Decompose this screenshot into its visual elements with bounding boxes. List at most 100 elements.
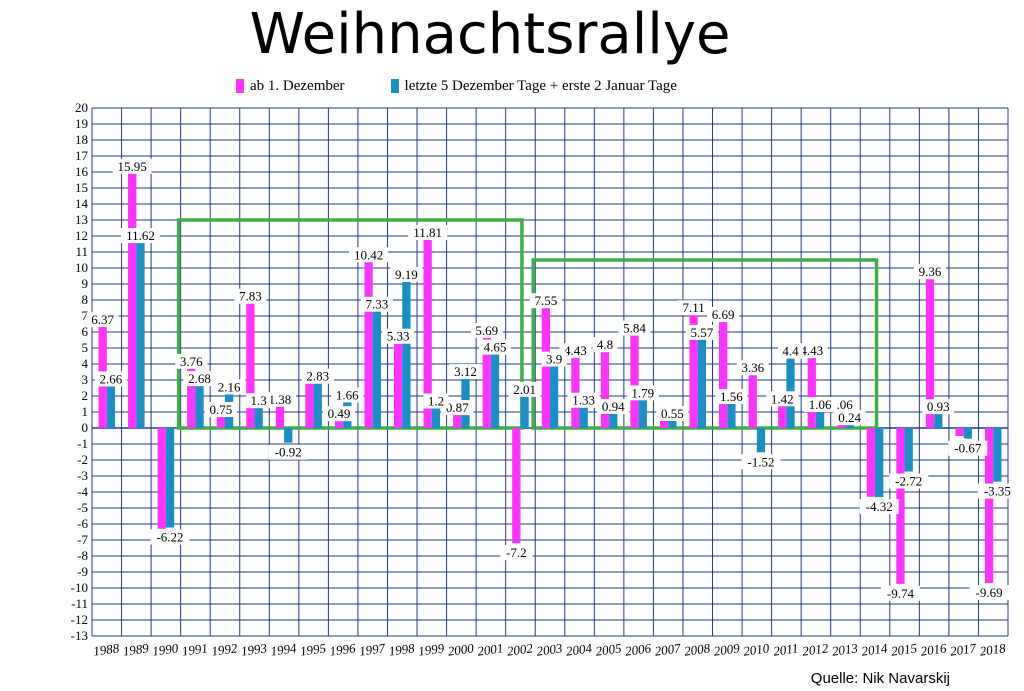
data-label-series-2-1994: -0.92 (275, 445, 302, 460)
data-label-series-2-2011: 4.4 (782, 344, 799, 359)
data-label-bg (766, 391, 799, 407)
data-label-bg (567, 392, 600, 408)
data-label-bg (715, 389, 748, 405)
data-label-bg (618, 320, 651, 336)
data-label-series-2-1996: 1.66 (336, 387, 359, 402)
data-label-series-2-2012: 1.06 (809, 397, 832, 412)
bar-series-1-2005 (600, 351, 610, 428)
bar-series-2-1999 (431, 407, 441, 428)
x-tick-label: 1997 (358, 640, 386, 659)
y-tick-label: -1 (77, 436, 88, 451)
data-label-series-2-2002: 2.01 (513, 382, 536, 397)
x-tick-label: 2007 (654, 640, 682, 659)
y-tick-label: 4 (82, 356, 89, 371)
data-label-series-1-1991: 3.76 (180, 354, 203, 369)
x-tick-label: 1999 (417, 640, 445, 659)
bar-series-1-1990 (157, 428, 166, 529)
bar-series-1-1999 (423, 239, 432, 428)
data-label-series-1-1998: 5.33 (387, 329, 410, 344)
bar-series-1-2010 (748, 374, 757, 428)
source-note: Quelle: Nik Navarskij (810, 670, 950, 687)
bar-series-2-1998 (402, 280, 411, 428)
bar-series-2-2001 (490, 353, 500, 428)
bar-series-1-2001 (482, 336, 491, 428)
data-label-bg (323, 406, 356, 422)
data-label-series-2-2007: 0.55 (661, 406, 684, 421)
bar-series-2-2002 (520, 395, 529, 428)
data-label-series-2-2016: 0.93 (927, 399, 950, 414)
legend-swatch-series-2 (390, 79, 399, 93)
data-label-series-2-2005: 0.94 (602, 399, 625, 414)
data-label-series-2-2013: 0.24 (838, 410, 861, 425)
data-label-series-1-2008: 7.11 (682, 300, 704, 315)
data-label-bg (360, 296, 393, 312)
y-tick-label: 6 (82, 324, 89, 339)
data-label-series-1-2005: 4.8 (597, 337, 613, 352)
y-tick-label: 11 (75, 244, 88, 259)
x-tick-label: 1990 (151, 640, 179, 659)
y-tick-label: -6 (77, 516, 88, 531)
data-label-bg (859, 499, 899, 515)
x-tick-label: 2002 (506, 640, 534, 659)
y-tick-label: 1 (82, 404, 89, 419)
bar-series-2-2008 (697, 338, 707, 428)
data-label-bg (441, 400, 474, 416)
data-label-bg (736, 360, 769, 376)
data-label-series-1-2004: 4.43 (564, 343, 587, 358)
bar-series-2-1997 (372, 310, 381, 428)
y-tick-label: 2 (82, 388, 89, 403)
data-label-bg (977, 483, 1017, 499)
x-tick-label: 2010 (742, 640, 770, 659)
bar-series-1-2006 (630, 334, 639, 428)
bar-series-1-1992 (216, 416, 225, 428)
data-label-bg (741, 454, 781, 470)
data-label-series-1-2012: 4.43 (800, 343, 823, 358)
data-label-bg (479, 339, 512, 355)
bar-series-1-2002 (512, 428, 521, 544)
data-label-bg (626, 385, 659, 401)
bar-series-2-1995 (313, 382, 322, 428)
bar-series-1-2016 (925, 278, 935, 428)
bar-series-2-2007 (668, 420, 677, 428)
data-label-bg (707, 306, 740, 322)
chart-title: Weihnachtsrallye (249, 2, 731, 67)
data-label-series-2-1991: 2.68 (188, 371, 211, 386)
x-tick-label: 1998 (388, 640, 416, 659)
bar-series-2-1991 (195, 385, 204, 428)
data-label-bg (470, 322, 503, 338)
data-label-series-1-2003: 7.55 (534, 293, 557, 308)
y-tick-label: 16 (75, 164, 89, 179)
data-label-bg (597, 398, 630, 414)
bar-series-2-2009 (727, 403, 736, 428)
data-label-series-2-1989: 11.62 (126, 228, 155, 243)
data-label-series-2-2003: 3.9 (546, 352, 562, 367)
data-label-bg (795, 343, 828, 359)
bar-series-1-1993 (246, 302, 255, 428)
data-label-series-2-1992: 2.16 (218, 379, 241, 394)
data-label-series-1-2009: 6.69 (712, 307, 735, 322)
y-tick-label: -10 (71, 580, 88, 595)
y-tick-label: 7 (82, 308, 89, 323)
bar-series-1-1995 (305, 380, 314, 428)
data-label-bg (948, 440, 988, 456)
y-tick-label: 18 (75, 132, 88, 147)
x-tick-label: 2012 (801, 640, 829, 659)
bar-series-2-2015 (904, 428, 913, 472)
y-tick-label: -11 (71, 596, 88, 611)
bar-series-1-2012 (807, 357, 816, 428)
bar-series-2-1993 (254, 407, 263, 428)
data-label-bg (349, 247, 389, 263)
y-tick-label: -4 (77, 484, 88, 499)
data-label-series-1-1988: 6.37 (91, 312, 114, 327)
data-label-bg (213, 379, 246, 395)
bar-series-1-1998 (393, 342, 403, 428)
data-label-series-1-1996: 0.49 (328, 406, 351, 421)
data-label-series-1-2018: -9.69 (976, 585, 1003, 600)
bar-series-1-2017 (955, 428, 964, 436)
x-tick-label: 1988 (92, 640, 120, 659)
y-tick-label: 20 (75, 100, 88, 115)
x-tick-label: 2014 (860, 640, 888, 659)
data-label-bg (390, 266, 423, 282)
bar-series-1-2015 (896, 428, 905, 584)
data-label-series-1-2015: -9.74 (887, 586, 915, 601)
